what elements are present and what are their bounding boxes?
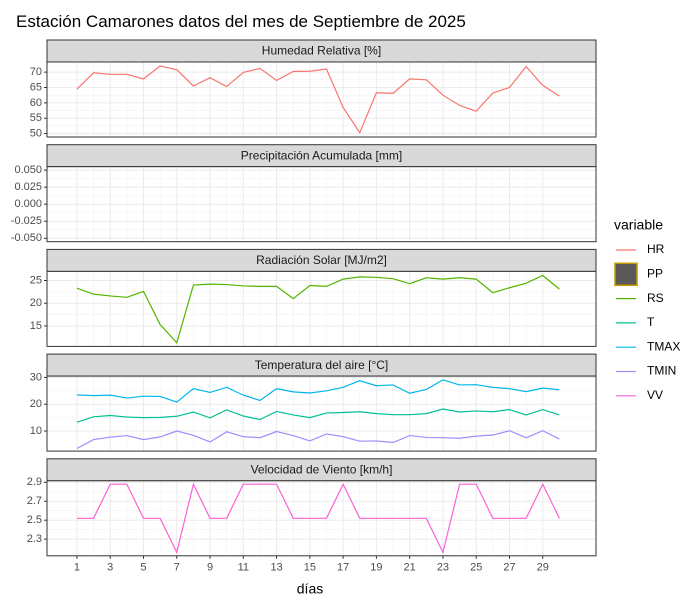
y-tick-label: 0.050	[14, 164, 42, 176]
panel	[47, 376, 596, 452]
y-tick-label: 0.025	[14, 181, 42, 193]
y-tick-label: 55	[30, 112, 42, 124]
x-tick-label: 3	[107, 562, 113, 574]
legend-key	[614, 262, 638, 287]
x-axis-label: días	[297, 581, 323, 595]
x-tick-label: 27	[503, 562, 515, 574]
y-tick-label: 25	[30, 274, 42, 286]
x-tick-label: 13	[270, 562, 282, 574]
y-tick-label: 70	[30, 66, 42, 78]
x-tick-label: 19	[370, 562, 382, 574]
legend-label: RS	[647, 291, 664, 305]
legend-label: HR	[647, 242, 665, 256]
legend-title: variable	[614, 217, 663, 233]
y-tick-label: 2.3	[27, 533, 42, 545]
panel-border	[46, 61, 597, 138]
x-tick-label: 15	[304, 562, 316, 574]
legend-label: T	[647, 315, 655, 329]
y-tick-label: 65	[30, 81, 42, 93]
panel-border	[46, 480, 597, 557]
y-tick-label: 30	[30, 371, 42, 383]
legend-label: TMIN	[647, 364, 676, 378]
panel-border	[46, 166, 597, 243]
panel	[47, 62, 596, 137]
line	[76, 430, 560, 449]
x-tick-label: 17	[337, 562, 349, 574]
x-tick-label: 9	[207, 562, 213, 574]
y-tick-label: 50	[30, 128, 42, 140]
x-tick-label: 5	[140, 562, 146, 574]
x-tick-label: 25	[470, 562, 482, 574]
line	[76, 408, 560, 423]
chart-title: Estación Camarones datos del mes de Sept…	[16, 12, 466, 31]
line	[76, 379, 560, 403]
line	[76, 65, 560, 134]
strip-title: Precipitación Acumulada [mm]	[241, 148, 402, 162]
y-tick-label: 20	[30, 297, 42, 309]
line	[76, 274, 560, 344]
x-tick-label: 21	[404, 562, 416, 574]
y-tick-label: -0.025	[11, 215, 42, 227]
y-tick-label: 0.000	[14, 198, 42, 210]
strip-title: Temperatura del aire [°C]	[255, 358, 389, 372]
legend-label: TMAX	[647, 339, 680, 353]
y-tick-label: -0.050	[11, 232, 42, 244]
line	[76, 482, 560, 555]
x-tick-label: 1	[74, 562, 80, 574]
x-tick-label: 23	[437, 562, 449, 574]
x-tick-label: 7	[174, 562, 180, 574]
strip-title: Humedad Relativa [%]	[262, 44, 381, 58]
y-tick-label: 20	[30, 398, 42, 410]
panel-border	[46, 270, 597, 347]
strip-title: Velocidad de Viento [km/h]	[251, 462, 393, 476]
panel	[47, 271, 596, 347]
x-tick-label: 29	[537, 562, 549, 574]
panel-border	[46, 375, 597, 452]
y-tick-label: 60	[30, 97, 42, 109]
x-tick-label: 11	[238, 562, 249, 574]
strip-title: Radiación Solar [MJ/m2]	[256, 253, 387, 267]
y-tick-label: 15	[30, 320, 42, 332]
y-tick-label: 10	[30, 425, 42, 437]
legend-label: PP	[647, 266, 663, 280]
y-tick-label: 2.9	[27, 476, 42, 488]
legend-label: VV	[647, 388, 663, 402]
y-tick-label: 2.5	[27, 514, 42, 526]
y-tick-label: 2.7	[27, 495, 42, 507]
